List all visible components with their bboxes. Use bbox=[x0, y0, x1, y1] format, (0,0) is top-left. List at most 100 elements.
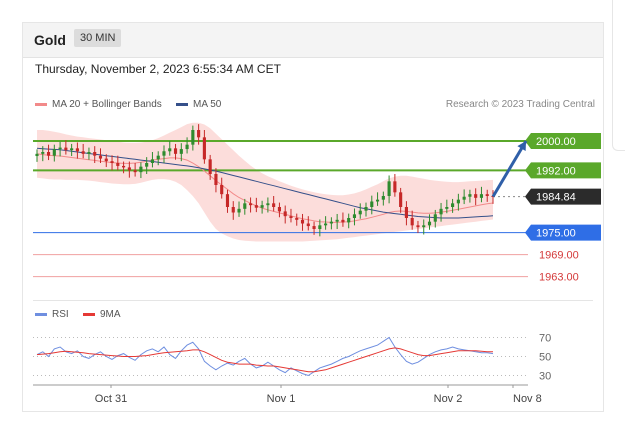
ma50-swatch bbox=[176, 102, 188, 106]
level-label-1992.00: 1992.00 bbox=[536, 165, 576, 177]
candle-body bbox=[168, 148, 172, 152]
x-tick-label: Nov 1 bbox=[267, 393, 296, 405]
candle-body bbox=[277, 207, 281, 212]
x-tick-label: Nov 2 bbox=[434, 393, 463, 405]
candle-body bbox=[352, 214, 357, 218]
bollinger-band bbox=[37, 122, 493, 242]
legend-ma20: MA 20 + Bollinger Bands bbox=[35, 99, 162, 110]
candle-body bbox=[197, 130, 201, 138]
candle-body bbox=[220, 185, 224, 195]
candle-body bbox=[393, 181, 397, 193]
candle-body bbox=[358, 210, 362, 215]
candle-body bbox=[93, 152, 97, 156]
candle-body bbox=[110, 161, 114, 163]
candle-body bbox=[375, 199, 380, 202]
candle-body bbox=[46, 152, 51, 156]
rsi-ma-label: 9MA bbox=[100, 309, 121, 320]
candle-body bbox=[202, 137, 206, 160]
candle-body bbox=[87, 152, 91, 154]
ma50-line bbox=[36, 147, 494, 219]
chart-header: Gold 30 MIN bbox=[23, 23, 603, 58]
level-tag-1992.00 bbox=[525, 162, 601, 179]
candle-body bbox=[329, 221, 333, 224]
level-label-1984.84: 1984.84 bbox=[536, 192, 576, 204]
candle-body bbox=[300, 219, 305, 224]
forecast-arrow-shaft bbox=[491, 140, 528, 198]
candle-body bbox=[462, 196, 466, 200]
legend-ma50: MA 50 bbox=[176, 99, 221, 110]
candle-body bbox=[35, 153, 39, 157]
candle-body bbox=[439, 208, 443, 215]
candle-body bbox=[422, 225, 426, 228]
level-label-1969.00: 1969.00 bbox=[539, 250, 579, 262]
rsi-ma-swatch bbox=[83, 312, 95, 316]
candle-body bbox=[404, 207, 408, 218]
candle-body bbox=[162, 151, 166, 156]
candle-body bbox=[266, 203, 270, 206]
candle-body bbox=[191, 130, 195, 145]
candle-body bbox=[52, 149, 56, 156]
candle-body bbox=[58, 147, 62, 150]
candle-body bbox=[479, 194, 484, 198]
candle-body bbox=[272, 203, 276, 207]
ma20-swatch bbox=[35, 102, 47, 106]
candle-body bbox=[237, 208, 241, 213]
candle-body bbox=[370, 201, 374, 207]
candle-body bbox=[150, 159, 155, 163]
rsi-tick-label: 30 bbox=[539, 371, 551, 383]
level-tag-1984.84 bbox=[525, 188, 601, 205]
candle-body bbox=[306, 223, 310, 227]
candle-body bbox=[208, 159, 212, 174]
candle-body bbox=[249, 203, 253, 206]
ma50-label: MA 50 bbox=[193, 99, 222, 110]
rsi-tick-label: 50 bbox=[539, 352, 551, 364]
candle-body bbox=[41, 152, 45, 154]
level-tag-2000.00 bbox=[525, 133, 601, 149]
candle-body bbox=[98, 155, 103, 159]
candle-body bbox=[173, 148, 178, 154]
legend-9ma: 9MA bbox=[83, 309, 121, 320]
candle-body bbox=[485, 194, 489, 196]
instrument-title: Gold bbox=[34, 32, 66, 48]
level-tag-1975.00 bbox=[525, 224, 601, 241]
candle-body bbox=[410, 218, 414, 226]
candle-body bbox=[139, 166, 143, 173]
timeframe-badge[interactable]: 30 MIN bbox=[74, 29, 122, 47]
level-label-1975.00: 1975.00 bbox=[536, 228, 576, 240]
candle-body bbox=[231, 207, 235, 213]
candle-body bbox=[104, 158, 108, 162]
candle-body bbox=[318, 225, 322, 229]
legend-rsi: RSI bbox=[35, 309, 69, 320]
rsi-tick-label: 70 bbox=[539, 333, 551, 345]
rsi-label: RSI bbox=[52, 309, 69, 320]
candle-body bbox=[145, 163, 149, 167]
candle-body bbox=[445, 207, 449, 209]
candle-body bbox=[381, 196, 385, 200]
candle-body bbox=[347, 218, 351, 223]
candle-body bbox=[324, 223, 328, 226]
level-label-1963.00: 1963.00 bbox=[539, 272, 579, 284]
candle-body bbox=[75, 148, 79, 152]
level-label-2000.00: 2000.00 bbox=[536, 136, 576, 148]
candle-body bbox=[122, 165, 126, 168]
candle-body bbox=[427, 221, 432, 226]
candle-body bbox=[474, 194, 478, 198]
chart-datetime: Thursday, November 2, 2023 6:55:34 AM CE… bbox=[35, 62, 281, 76]
research-credit: Research © 2023 Trading Central bbox=[445, 99, 595, 110]
candle-body bbox=[64, 147, 68, 151]
x-tick-label: Oct 31 bbox=[95, 393, 127, 405]
candle-body bbox=[456, 199, 460, 204]
candle-body bbox=[451, 203, 455, 207]
forecast-arrow-head bbox=[517, 141, 526, 151]
chart-card: Gold 30 MIN Thursday, November 2, 2023 6… bbox=[22, 22, 604, 412]
candle-body bbox=[312, 226, 316, 229]
candle-body bbox=[399, 192, 403, 207]
candle-body bbox=[283, 211, 287, 217]
rsi-swatch bbox=[35, 312, 47, 316]
candle-body bbox=[127, 167, 131, 171]
candle-body bbox=[260, 205, 264, 208]
candle-body bbox=[254, 205, 258, 208]
chart-canvas: 2000.00 1992.00 1984.84 1975.00 1969.00 1963.… bbox=[33, 122, 601, 405]
candle-body bbox=[156, 155, 160, 160]
candle-body bbox=[335, 219, 339, 222]
